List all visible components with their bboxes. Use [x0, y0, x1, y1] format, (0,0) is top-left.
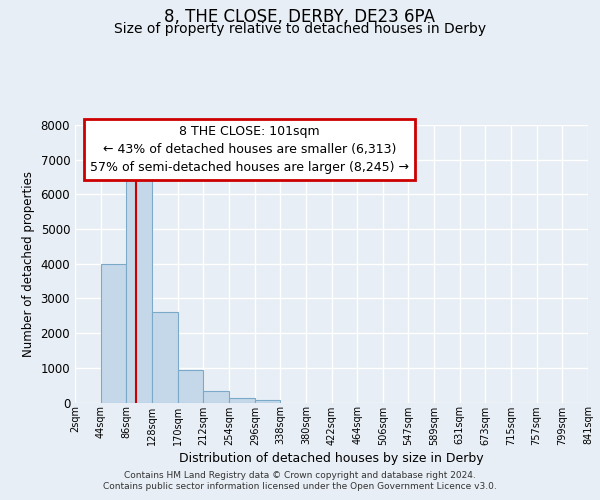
Bar [255, 400, 280, 402]
Bar [203, 392, 229, 402]
Bar [127, 174, 152, 402]
Text: Size of property relative to detached houses in Derby: Size of property relative to detached ho… [114, 22, 486, 36]
Text: Contains public sector information licensed under the Open Government Licence v3: Contains public sector information licen… [103, 482, 497, 491]
Bar [152, 312, 178, 402]
Text: Contains HM Land Registry data © Crown copyright and database right 2024.: Contains HM Land Registry data © Crown c… [124, 471, 476, 480]
Text: 8, THE CLOSE, DERBY, DE23 6PA: 8, THE CLOSE, DERBY, DE23 6PA [164, 8, 436, 26]
X-axis label: Distribution of detached houses by size in Derby: Distribution of detached houses by size … [179, 452, 484, 464]
Bar [229, 398, 254, 402]
Bar [101, 264, 126, 402]
Y-axis label: Number of detached properties: Number of detached properties [22, 171, 35, 357]
Bar [178, 370, 203, 402]
Text: 8 THE CLOSE: 101sqm
← 43% of detached houses are smaller (6,313)
57% of semi-det: 8 THE CLOSE: 101sqm ← 43% of detached ho… [90, 125, 409, 174]
